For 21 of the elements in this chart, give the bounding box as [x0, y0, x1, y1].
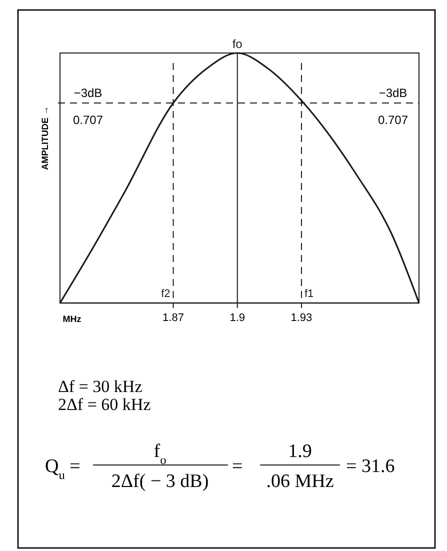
x-tick-label: 1.93	[290, 312, 312, 324]
text: Δf = 30 kHz	[58, 377, 143, 396]
y-axis-title: AMPLITUDE →	[40, 106, 50, 170]
text: 2Δf = 60 kHz	[58, 395, 152, 414]
x-tick-label: 1.87	[162, 312, 184, 324]
ref-line-label: f2	[161, 288, 170, 300]
x-axis-title: MHz	[62, 314, 82, 324]
annotation: 0.707	[378, 113, 408, 127]
text: 1.9	[288, 441, 312, 462]
ref-line-label: f1	[304, 288, 314, 300]
text: .06 MHz	[266, 471, 334, 492]
text: =	[232, 456, 243, 477]
text: 2Δf( − 3 dB)	[111, 471, 209, 492]
annotation: −3dB	[74, 86, 102, 100]
annotation: −3dB	[378, 86, 408, 100]
x-tick-label: 1.9	[230, 312, 246, 324]
ref-line-label: fo	[232, 37, 243, 51]
text: Q$_{u}$ =	[45, 456, 80, 482]
annotation: 0.707	[72, 113, 104, 127]
text: f$_{o}$	[154, 441, 166, 467]
text: = 31.6	[346, 456, 395, 477]
